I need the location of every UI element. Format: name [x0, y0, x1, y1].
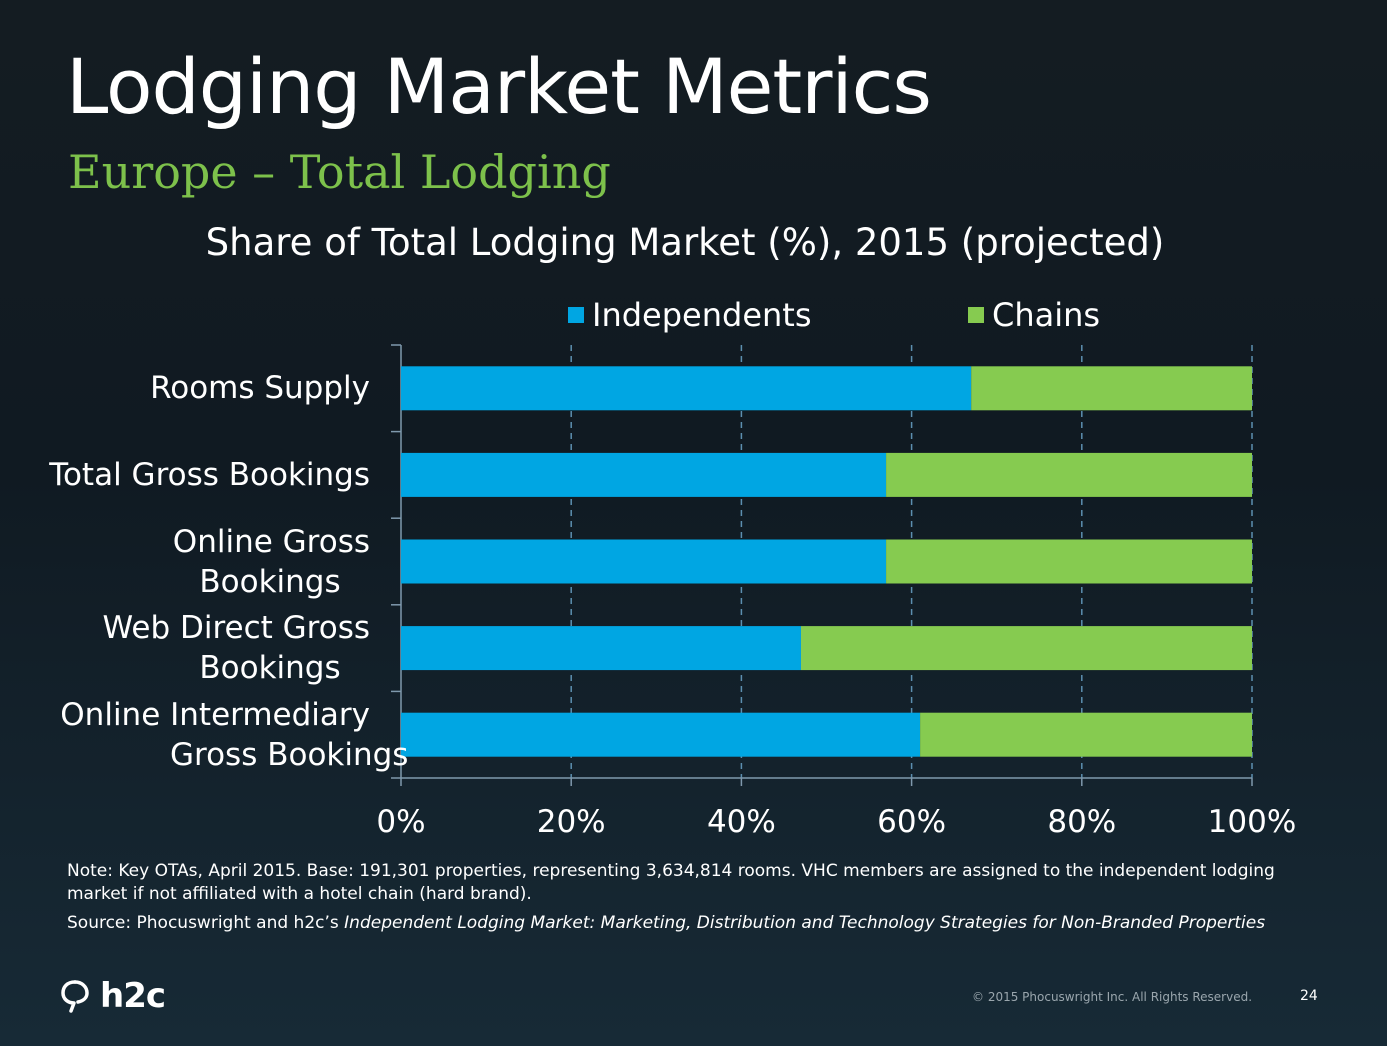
- category-label: Total Gross Bookings: [49, 456, 370, 493]
- page-number: 24: [1300, 988, 1318, 1004]
- copyright-notice: © 2015 Phocuswright Inc. All Rights Rese…: [972, 990, 1253, 1004]
- category-label: Online Intermediary: [60, 696, 370, 733]
- chart-note: Note: Key OTAs, April 2015. Base: 191,30…: [67, 861, 1275, 904]
- category-label: Web Direct Gross: [102, 610, 370, 647]
- legend-label-independents: Independents: [592, 296, 812, 334]
- bar-independents-0: [401, 366, 972, 411]
- bar-independents-1: [401, 452, 887, 497]
- bar-chains-4: [920, 712, 1252, 757]
- bar-chains-2: [886, 539, 1252, 584]
- slide-subtitle: Europe – Total Lodging: [68, 145, 611, 199]
- legend-label-chains: Chains: [992, 296, 1101, 334]
- source-prefix: Source: Phocuswright and h2c’s: [67, 913, 345, 933]
- chart-source: Source: Phocuswright and h2c’s Independe…: [67, 912, 1265, 935]
- category-label: Gross Bookings: [170, 736, 409, 773]
- chart-title: Share of Total Lodging Market (%), 2015 …: [205, 221, 1165, 264]
- source-title: Independent Lodging Market: Marketing, D…: [344, 913, 1266, 933]
- speech-bubble-icon: [61, 980, 89, 1013]
- x-tick-label: 60%: [877, 804, 947, 840]
- legend-swatch-chains: [968, 307, 984, 323]
- legend-item-chains: Chains: [968, 292, 1100, 338]
- slide-title: Lodging Market Metrics: [66, 42, 932, 131]
- bar-independents-2: [401, 539, 887, 584]
- bar-chains-3: [800, 626, 1252, 671]
- category-label: Bookings: [199, 650, 341, 687]
- bar-independents-4: [401, 712, 921, 757]
- bar-chains-0: [971, 366, 1252, 411]
- bar-independents-3: [401, 626, 801, 671]
- category-label: Rooms Supply: [150, 370, 370, 407]
- x-tick-label: 100%: [1207, 804, 1297, 840]
- category-label: Bookings: [199, 563, 341, 600]
- chart-legend: Independents Chains: [0, 292, 1387, 340]
- bar-chains-1: [886, 452, 1252, 497]
- legend-item-independents: Independents: [568, 292, 812, 338]
- h2c-logo: h2c: [60, 976, 166, 1016]
- x-tick-label: 20%: [536, 804, 606, 840]
- category-label: Online Gross: [172, 523, 370, 560]
- x-tick-label: 0%: [376, 804, 426, 840]
- logo-text: h2c: [100, 976, 166, 1016]
- x-tick-label: 80%: [1047, 804, 1117, 840]
- x-tick-label: 40%: [706, 804, 776, 840]
- legend-swatch-independents: [568, 307, 584, 323]
